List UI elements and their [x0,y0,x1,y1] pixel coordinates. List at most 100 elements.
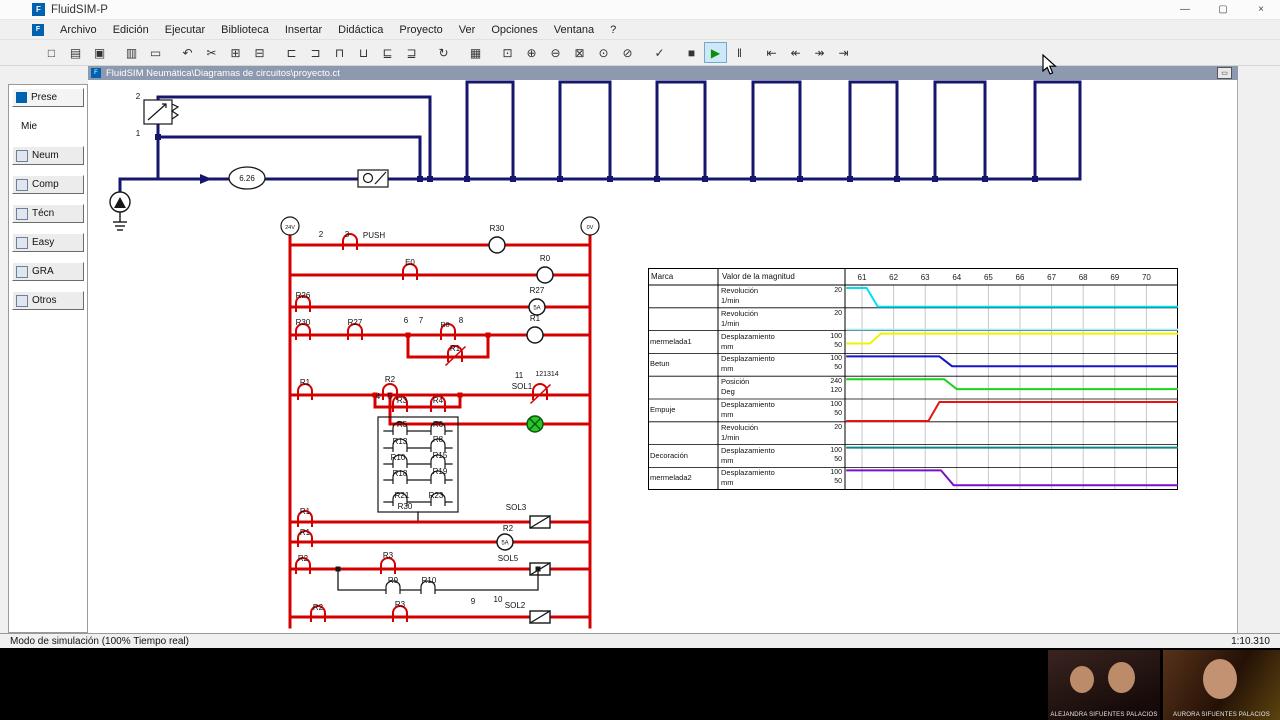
svg-text:63: 63 [921,273,930,282]
stop-button[interactable]: ■ [687,45,696,60]
chart-header-marca: Marca [651,272,674,281]
circuit-label: SOL5 [498,554,519,563]
sim-step-back-button[interactable]: ↞ [790,45,801,60]
svg-text:68: 68 [1079,273,1088,282]
participant-name: AURORA SIFUENTES PALACIOS [1173,712,1270,718]
sim-to-end-button[interactable]: ⇥ [838,45,849,60]
participant-video-2[interactable]: AURORA SIFUENTES PALACIOS [1163,650,1280,720]
undo-button[interactable]: ↶ [182,45,193,60]
participant-name: ALEJANDRA SIFUENTES PALACIOS [1050,712,1158,718]
maximize-button[interactable]: ▢ [1218,4,1228,15]
festo-doc-icon: F [32,23,44,36]
save-button[interactable]: ▣ [93,45,106,60]
circuit-label: R21 [395,491,410,500]
zoom-100-button[interactable]: ⊙ [598,45,609,60]
sim-step-forward-button[interactable]: ↠ [814,45,825,60]
check-circuit-button[interactable]: ✓ [654,45,665,60]
menu-insertar[interactable]: Insertar [284,23,323,36]
signal-chart-plot: 61 62 63 64 65 66 67 68 69 70 [648,268,1178,490]
grid-button[interactable]: ▦ [469,45,482,60]
sim-to-start-button[interactable]: ⇤ [766,45,777,60]
relay-coil: 5A [496,533,514,551]
align-h-center-button[interactable]: ⊑ [382,45,393,60]
menu-archivo[interactable]: Archivo [60,23,97,36]
circuit-canvas[interactable]: 5A 5A 2 1 6.26 24V 0V 2 3 PUSH R30 E0 R0 R26 R27 R30 R27… [88,80,1238,633]
circuit-label: R30 [490,224,505,233]
open-button[interactable]: ▤ [69,45,82,60]
doc-restore-button[interactable]: ▭ [1217,67,1232,79]
circuit-label: R1 [530,314,541,323]
sidebar-item-grafcet[interactable]: GRA [12,262,84,281]
menu-ayuda[interactable]: ? [610,23,617,36]
align-right-button[interactable]: ⊐ [310,45,321,60]
play-button[interactable]: ▶ [704,42,727,63]
circuit-label: R9 [388,576,399,585]
sidebar-item-otros[interactable]: Otros [12,291,84,310]
menu-ventana[interactable]: Ventana [553,23,595,36]
sidebar-item-componentes[interactable]: Comp [12,175,84,194]
rotate-button[interactable]: ↻ [438,45,449,60]
relay-coil [526,326,544,344]
sidebar-item-label: GRA [32,266,54,277]
circuit-label: R15 [433,451,448,460]
mouse-cursor [1042,54,1057,75]
sidebar-item-label: Prese [31,92,58,103]
sidebar-item-mie[interactable]: Mie [12,117,84,136]
document-icon: F [91,68,101,78]
svg-text:66: 66 [1016,273,1025,282]
minimize-button[interactable]: — [1180,4,1190,15]
menu-ver[interactable]: Ver [458,23,476,36]
participant-face [1070,666,1094,693]
circuit-label: R2 [313,603,324,612]
sidebar-item-tecnica[interactable]: Técn [12,204,84,223]
new-button[interactable]: □ [47,45,56,60]
sidebar-item-easy[interactable]: Easy [12,233,84,252]
svg-text:62: 62 [889,273,898,282]
circuit-label: R6 [433,420,444,429]
relay-coil [536,266,554,284]
supply-terminal-24v [280,216,300,236]
svg-text:67: 67 [1047,273,1056,282]
align-v-center-button[interactable]: ⊒ [406,45,417,60]
align-left-button[interactable]: ⊏ [286,45,297,60]
zoom-in-button[interactable]: ⊕ [526,45,537,60]
circuit-label: 6 [404,316,409,325]
cut-button[interactable]: ✂ [206,45,217,60]
zoom-fit-button[interactable]: ⊠ [574,45,585,60]
copy-button[interactable]: ⊞ [230,45,241,60]
zoom-previous-button[interactable]: ⊘ [622,45,633,60]
circuit-label: R2 [385,375,396,384]
trace-Empuje [846,401,1178,422]
circuit-label: 11 [515,371,524,380]
flow-control-valve [357,169,389,188]
circuit-label: R4 [433,396,444,405]
circuit-label: 10 [494,595,503,604]
align-top-button[interactable]: ⊓ [334,45,345,60]
sidebar-item-presentacion[interactable]: Prese [12,88,84,107]
menu-proyecto[interactable]: Proyecto [399,23,443,36]
print-preview-button[interactable]: ▭ [149,45,162,60]
zoom-out-button[interactable]: ⊖ [550,45,561,60]
zoom-window-button[interactable]: ⊡ [502,45,513,60]
close-button[interactable]: × [1258,4,1264,15]
status-bar: Modo de simulación (100% Tiempo real) 1:… [0,633,1280,648]
paste-button[interactable]: ⊟ [254,45,265,60]
circuit-label: 3 [345,230,350,239]
menu-opciones[interactable]: Opciones [491,23,538,36]
print-button[interactable]: ▥ [125,45,138,60]
menu-ejecutar[interactable]: Ejecutar [164,23,206,36]
sidebar-item-neumatica[interactable]: Neum [12,146,84,165]
circuit-label: 1 [136,129,141,138]
participant-video-1[interactable]: ALEJANDRA SIFUENTES PALACIOS [1048,650,1160,720]
menu-biblioteca[interactable]: Biblioteca [221,23,269,36]
participant-face [1108,662,1135,693]
window-title: FluidSIM-P [51,3,108,16]
align-bottom-button[interactable]: ⊔ [358,45,369,60]
pause-button[interactable]: ‖ [737,45,742,60]
menu-edicion[interactable]: Edición [112,23,149,36]
chart-header-value: Valor de la magnitud [722,272,795,281]
circuit-label: R13 [393,437,408,446]
sidebar-item-label: Neum [32,150,59,161]
menu-didactica[interactable]: Didáctica [338,23,384,36]
